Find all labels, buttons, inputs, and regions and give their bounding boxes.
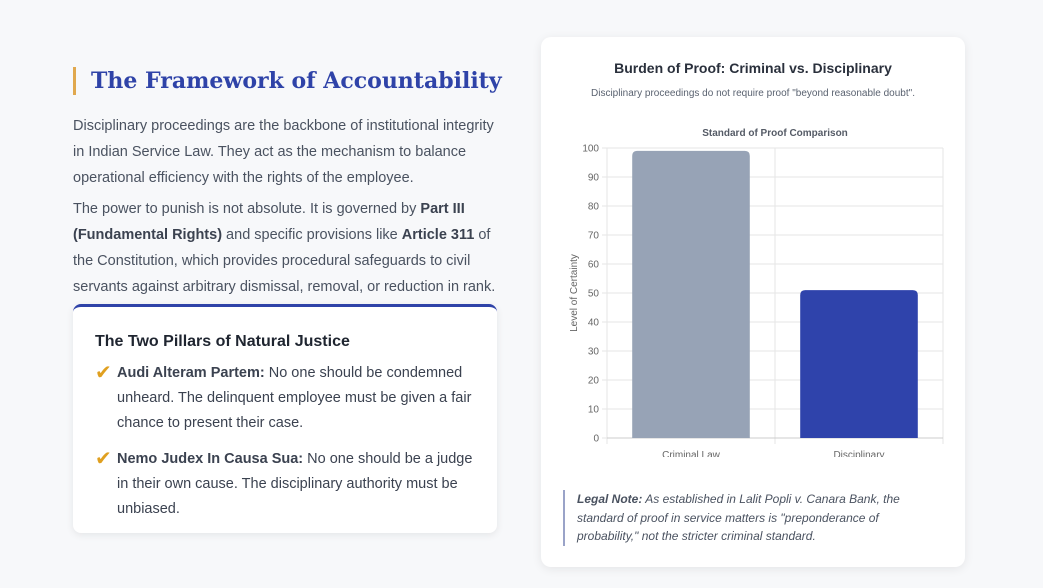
y-tick-label: 80 [588,202,600,213]
y-tick-label: 60 [588,260,600,271]
check-icon: ✔ [95,362,112,384]
y-tick-label: 40 [588,318,600,329]
intro-paragraph: Disciplinary proceedings are the backbon… [73,118,494,186]
chart-title: Standard of Proof Comparison [702,128,848,139]
chart-card-subheading: Disciplinary proceedings do not require … [591,88,915,99]
x-tick-label: Criminal Law [662,450,721,457]
natural-justice-card: The Two Pillars of Natural Justice ✔ Audi… [73,304,497,533]
y-tick-label: 70 [588,231,600,242]
chart-card-heading: Burden of Proof: Criminal vs. Disciplina… [614,60,892,76]
list-item: ✔ Nemo Judex In Causa Sua: No one should … [95,447,475,522]
bar [632,150,750,438]
bar-chart: Standard of Proof Comparison 0 10 20 30 40 50 6… [569,128,944,457]
page-title: The Framework of Accountability [73,67,502,95]
y-tick-label: 10 [588,405,600,416]
card-title: The Two Pillars of Natural Justice [95,333,350,350]
check-icon: ✔ [95,448,112,470]
x-tick-label: Disciplinary [833,450,884,457]
list-item: ✔ Audi Alteram Partem: No one should be c… [95,361,475,436]
y-tick-label: 0 [593,434,599,445]
y-tick-label: 20 [588,376,600,387]
bar [800,290,918,438]
y-tick-label: 90 [588,173,600,184]
power-paragraph: The power to punish is not absolute. It … [73,201,496,295]
chart-card: Burden of Proof: Criminal vs. Disciplina… [541,37,965,567]
y-tick-label: 50 [588,289,600,300]
y-tick-label: 100 [582,144,599,155]
y-axis-label: Level of Certainty [569,254,580,332]
legal-note: Legal Note: As established in Lalit Popl… [563,490,943,546]
y-tick-label: 30 [588,347,600,358]
